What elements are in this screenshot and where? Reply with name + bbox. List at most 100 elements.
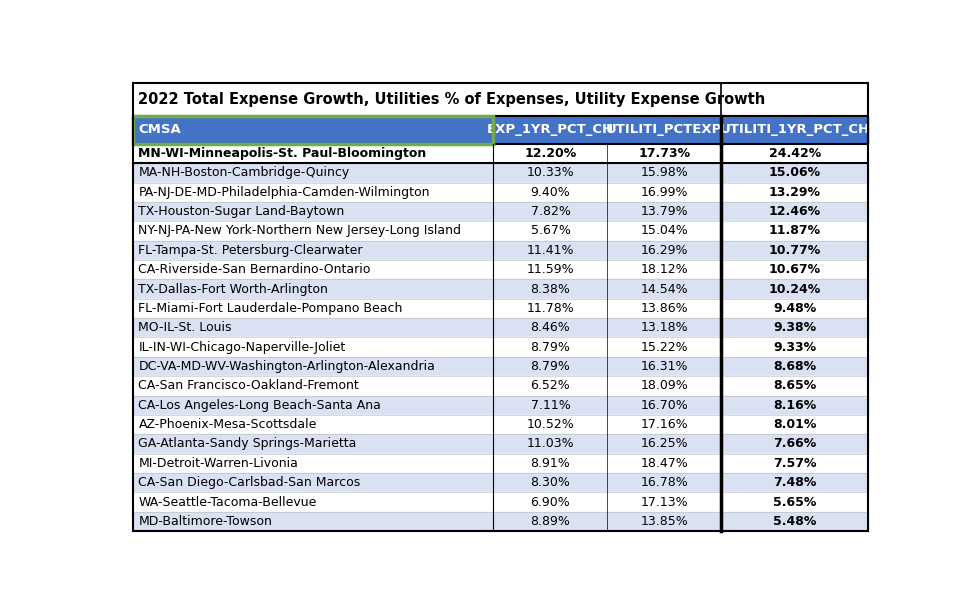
Text: DC-VA-MD-WV-Washington-Arlington-Alexandria: DC-VA-MD-WV-Washington-Arlington-Alexand… (138, 360, 436, 373)
Bar (134, 83, 722, 116)
Bar (134, 434, 722, 453)
Text: 7.66%: 7.66% (773, 437, 816, 450)
Text: PA-NJ-DE-MD-Philadelphia-Camden-Wilmington: PA-NJ-DE-MD-Philadelphia-Camden-Wilmingt… (138, 186, 430, 199)
Text: 15.22%: 15.22% (641, 341, 688, 354)
Bar (134, 221, 722, 241)
Text: 16.25%: 16.25% (641, 437, 688, 450)
Bar (134, 202, 722, 221)
Text: NY-NJ-PA-New York-Northern New Jersey-Long Island: NY-NJ-PA-New York-Northern New Jersey-Lo… (138, 224, 461, 238)
Text: 10.33%: 10.33% (526, 166, 574, 180)
Text: 6.52%: 6.52% (530, 379, 570, 393)
Text: 13.86%: 13.86% (641, 302, 688, 315)
Bar (722, 221, 869, 241)
Bar (722, 338, 869, 357)
Bar (722, 376, 869, 396)
Text: 13.85%: 13.85% (641, 515, 688, 528)
Text: 6.90%: 6.90% (530, 496, 570, 508)
Text: MD-Baltimore-Towson: MD-Baltimore-Towson (138, 515, 272, 528)
Text: 8.89%: 8.89% (530, 515, 570, 528)
Text: 8.79%: 8.79% (530, 341, 570, 354)
Text: 18.12%: 18.12% (641, 264, 688, 276)
Text: 17.73%: 17.73% (639, 147, 690, 160)
Bar (134, 338, 722, 357)
Text: 16.70%: 16.70% (641, 399, 688, 412)
Text: 11.03%: 11.03% (526, 437, 574, 450)
Text: AZ-Phoenix-Mesa-Scottsdale: AZ-Phoenix-Mesa-Scottsdale (138, 418, 317, 431)
Text: GA-Atlanta-Sandy Springs-Marietta: GA-Atlanta-Sandy Springs-Marietta (138, 437, 357, 450)
Bar (722, 144, 869, 163)
Bar (722, 163, 869, 183)
Text: UTILITI_1YR_PCT_CH: UTILITI_1YR_PCT_CH (720, 124, 870, 136)
Bar (134, 116, 869, 144)
Bar (134, 493, 722, 512)
Bar (722, 202, 869, 221)
Text: EXP_1YR_PCT_CH: EXP_1YR_PCT_CH (487, 124, 614, 136)
Text: 24.42%: 24.42% (768, 147, 821, 160)
Text: 13.18%: 13.18% (641, 321, 688, 334)
Text: 2022 Total Expense Growth, Utilities % of Expenses, Utility Expense Growth: 2022 Total Expense Growth, Utilities % o… (137, 92, 765, 107)
Text: 7.48%: 7.48% (773, 476, 817, 489)
Bar (134, 83, 722, 116)
Text: TX-Dallas-Fort Worth-Arlington: TX-Dallas-Fort Worth-Arlington (138, 283, 329, 295)
Text: 9.40%: 9.40% (530, 186, 570, 199)
Text: TX-Houston-Sugar Land-Baytown: TX-Houston-Sugar Land-Baytown (138, 205, 345, 218)
Bar (134, 396, 722, 415)
Text: 5.48%: 5.48% (773, 515, 817, 528)
Text: 18.09%: 18.09% (641, 379, 688, 393)
Bar (134, 376, 722, 396)
Bar (134, 116, 869, 144)
Bar (134, 357, 722, 376)
Bar (134, 241, 722, 260)
Text: 10.77%: 10.77% (768, 244, 821, 257)
Text: 7.57%: 7.57% (773, 457, 817, 470)
Text: 9.38%: 9.38% (773, 321, 816, 334)
Bar (134, 473, 722, 493)
Text: 17.16%: 17.16% (641, 418, 688, 431)
Text: 13.79%: 13.79% (641, 205, 688, 218)
Text: 15.06%: 15.06% (769, 166, 821, 180)
Bar (722, 453, 869, 473)
Text: 8.79%: 8.79% (530, 360, 570, 373)
Text: 5.67%: 5.67% (530, 224, 570, 238)
Bar (722, 298, 869, 318)
Text: 16.29%: 16.29% (641, 244, 688, 257)
Bar (134, 163, 722, 183)
Bar (134, 144, 722, 163)
Bar (722, 183, 869, 202)
Text: 11.87%: 11.87% (769, 224, 821, 238)
Bar (134, 512, 722, 531)
Text: 8.30%: 8.30% (530, 476, 570, 489)
Text: 16.99%: 16.99% (641, 186, 688, 199)
Bar (722, 396, 869, 415)
Text: 10.24%: 10.24% (768, 283, 821, 295)
Bar (722, 83, 869, 116)
Bar (722, 260, 869, 279)
Text: 10.67%: 10.67% (769, 264, 821, 276)
Bar (134, 260, 722, 279)
Bar (134, 183, 722, 202)
Bar (134, 415, 722, 434)
Bar (722, 318, 869, 338)
Text: CA-San Diego-Carlsbad-San Marcos: CA-San Diego-Carlsbad-San Marcos (138, 476, 361, 489)
Text: UTILITI_PCTEXP: UTILITI_PCTEXP (606, 124, 722, 136)
Text: 11.41%: 11.41% (526, 244, 574, 257)
Text: 18.47%: 18.47% (641, 457, 688, 470)
Bar (722, 241, 869, 260)
Bar (134, 298, 722, 318)
Text: 8.38%: 8.38% (530, 283, 570, 295)
Text: 8.01%: 8.01% (773, 418, 817, 431)
Bar (722, 279, 869, 298)
Text: 8.91%: 8.91% (530, 457, 570, 470)
Text: MN-WI-Minneapolis-St. Paul-Bloomington: MN-WI-Minneapolis-St. Paul-Bloomington (138, 147, 427, 160)
Text: CA-Los Angeles-Long Beach-Santa Ana: CA-Los Angeles-Long Beach-Santa Ana (138, 399, 381, 412)
Text: 8.68%: 8.68% (773, 360, 816, 373)
Text: 8.46%: 8.46% (530, 321, 570, 334)
Text: 8.65%: 8.65% (773, 379, 816, 393)
Text: 8.16%: 8.16% (773, 399, 816, 412)
Text: 5.65%: 5.65% (773, 496, 817, 508)
Text: 16.31%: 16.31% (641, 360, 688, 373)
Text: CA-Riverside-San Bernardino-Ontario: CA-Riverside-San Bernardino-Ontario (138, 264, 370, 276)
Text: FL-Tampa-St. Petersburg-Clearwater: FL-Tampa-St. Petersburg-Clearwater (138, 244, 363, 257)
Text: 13.29%: 13.29% (769, 186, 821, 199)
Text: 17.13%: 17.13% (641, 496, 688, 508)
